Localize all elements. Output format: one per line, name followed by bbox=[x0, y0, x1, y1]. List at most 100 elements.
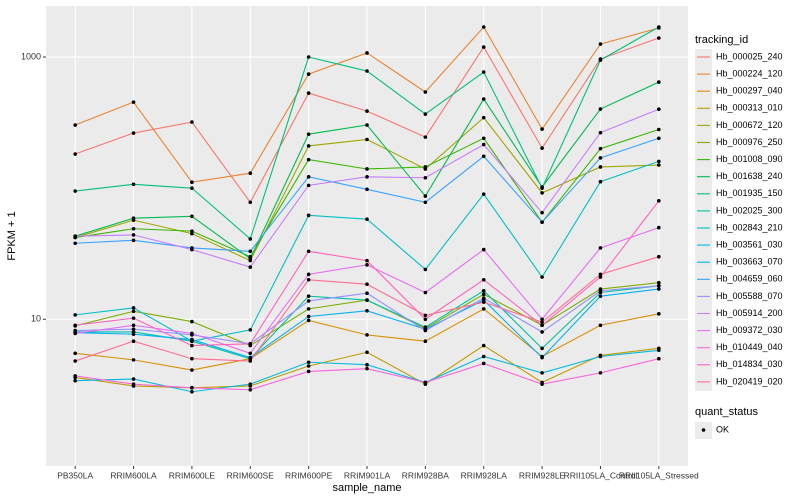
data-point bbox=[423, 328, 428, 333]
data-point bbox=[540, 186, 544, 190]
legend-title: quant_status bbox=[695, 406, 758, 418]
data-point bbox=[598, 288, 603, 293]
data-point bbox=[248, 351, 253, 356]
data-point bbox=[365, 298, 369, 302]
data-point bbox=[657, 163, 661, 167]
x-tick-label: PB350LA bbox=[57, 470, 93, 480]
data-point bbox=[423, 165, 428, 169]
legend-label: Hb_001935_150 bbox=[716, 188, 783, 198]
data-point bbox=[306, 277, 311, 282]
data-point bbox=[365, 109, 369, 113]
data-point bbox=[306, 175, 311, 179]
data-point bbox=[540, 317, 544, 322]
data-point bbox=[131, 309, 136, 314]
legend-label: Hb_002843_210 bbox=[716, 222, 783, 232]
data-point bbox=[306, 369, 311, 374]
data-point bbox=[306, 360, 311, 365]
data-point bbox=[73, 351, 77, 356]
data-point bbox=[190, 214, 194, 219]
data-point bbox=[657, 312, 661, 316]
data-point bbox=[131, 323, 136, 328]
legend-label: Hb_003561_030 bbox=[716, 239, 783, 249]
data-point bbox=[131, 100, 136, 104]
data-point bbox=[306, 157, 311, 162]
data-point bbox=[131, 316, 136, 320]
data-point bbox=[540, 220, 544, 224]
data-point bbox=[365, 258, 369, 263]
data-point bbox=[190, 337, 194, 342]
data-point bbox=[657, 348, 661, 353]
data-point bbox=[598, 165, 603, 169]
data-point bbox=[540, 275, 544, 279]
data-point bbox=[306, 294, 311, 298]
legend-swatch bbox=[701, 428, 706, 432]
data-point bbox=[365, 123, 369, 127]
data-point bbox=[306, 144, 311, 148]
data-point bbox=[540, 191, 544, 195]
data-point bbox=[540, 127, 544, 131]
data-point bbox=[481, 354, 486, 359]
data-point bbox=[423, 267, 428, 272]
data-point bbox=[131, 327, 136, 331]
legend-label: OK bbox=[716, 424, 729, 434]
legend-label: Hb_001638_240 bbox=[716, 171, 783, 181]
data-point bbox=[481, 70, 486, 74]
data-point bbox=[131, 377, 136, 381]
data-point bbox=[657, 159, 661, 164]
data-point bbox=[540, 320, 544, 324]
data-point bbox=[423, 380, 428, 385]
data-point bbox=[365, 350, 369, 355]
data-point bbox=[365, 309, 369, 313]
data-point bbox=[131, 216, 136, 220]
x-tick-label: RRIM928BA bbox=[402, 470, 450, 480]
x-tick-label: RRIM928LA bbox=[461, 470, 508, 480]
legend-label: Hb_000224_120 bbox=[716, 68, 783, 78]
data-point bbox=[423, 200, 428, 205]
x-tick-label: RRIM600PE bbox=[285, 470, 333, 480]
data-point bbox=[481, 97, 486, 101]
y-axis-title: FPKM + 1 bbox=[6, 211, 18, 260]
data-point bbox=[190, 343, 194, 348]
data-point bbox=[598, 294, 603, 298]
data-point bbox=[657, 280, 661, 285]
legend-label: Hb_000672_120 bbox=[716, 120, 783, 130]
data-point bbox=[248, 256, 253, 261]
data-point bbox=[306, 183, 311, 188]
data-point bbox=[306, 55, 311, 59]
data-point bbox=[365, 366, 369, 371]
data-point bbox=[423, 290, 428, 295]
data-point bbox=[131, 382, 136, 386]
data-point bbox=[365, 187, 369, 192]
data-point bbox=[73, 331, 77, 336]
y-tick-label: 10 bbox=[31, 314, 41, 324]
data-point bbox=[190, 231, 194, 236]
x-tick-label: RRII105LA_Stressed bbox=[619, 470, 699, 480]
data-point bbox=[481, 25, 486, 29]
x-tick-label: RRIM600LA bbox=[110, 470, 157, 480]
data-point bbox=[131, 358, 136, 362]
data-point bbox=[73, 374, 77, 378]
data-point bbox=[306, 132, 311, 136]
y-tick-label: 1000 bbox=[21, 51, 41, 61]
legend-title: tracking_id bbox=[695, 34, 748, 46]
data-point bbox=[306, 213, 311, 218]
data-point bbox=[598, 272, 603, 277]
data-point bbox=[190, 331, 194, 336]
legend-label: Hb_002025_300 bbox=[716, 205, 783, 215]
data-point bbox=[131, 131, 136, 135]
data-point bbox=[540, 355, 544, 360]
data-point bbox=[657, 25, 661, 29]
legend-label: Hb_000025_240 bbox=[716, 51, 783, 61]
legend-label: Hb_000313_010 bbox=[716, 103, 783, 113]
data-point bbox=[598, 323, 603, 328]
data-point bbox=[248, 200, 253, 205]
data-point bbox=[73, 313, 77, 317]
legend-label: Hb_010449_040 bbox=[716, 342, 783, 352]
data-point bbox=[423, 313, 428, 318]
legend-label: Hb_005914_200 bbox=[716, 308, 783, 318]
data-point bbox=[131, 182, 136, 187]
data-point bbox=[190, 120, 194, 124]
legend-label: Hb_014834_030 bbox=[716, 359, 783, 369]
data-point bbox=[481, 142, 486, 147]
